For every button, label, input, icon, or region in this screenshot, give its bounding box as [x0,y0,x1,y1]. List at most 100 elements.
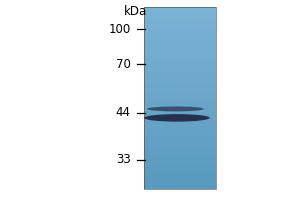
Bar [144,133,216,135]
Bar [144,141,216,142]
Bar [144,7,216,189]
Bar [144,128,216,130]
Bar [144,45,216,46]
Bar [144,60,216,61]
Bar [144,33,216,34]
Bar [144,19,216,20]
Bar [144,116,216,118]
Bar [144,162,216,163]
Bar [144,159,216,160]
Bar [144,68,216,69]
Text: 44: 44 [116,106,130,119]
Bar [144,25,216,26]
Bar [144,118,216,119]
Bar [144,139,216,141]
Text: 100: 100 [108,23,130,36]
Bar [144,127,216,128]
Bar [144,86,216,87]
Bar [144,153,216,154]
Bar [144,87,216,89]
Bar [144,154,216,156]
Bar [144,96,216,98]
Bar [144,122,216,124]
Bar [144,69,216,71]
Bar [144,83,216,84]
Bar [144,106,216,107]
Bar [144,165,216,167]
Bar [144,144,216,145]
Bar [144,74,216,75]
Bar [144,46,216,48]
Bar [144,8,216,10]
Bar [144,10,216,11]
Bar [144,132,216,133]
Text: 70: 70 [116,58,130,71]
Bar [144,124,216,125]
Bar [144,171,216,173]
Bar [144,136,216,138]
Bar [144,95,216,96]
Bar [144,58,216,60]
Bar [144,49,216,51]
Bar [144,103,216,104]
Text: kDa: kDa [123,5,147,18]
Bar [144,77,216,78]
Bar [144,7,216,8]
Bar [144,80,216,81]
Bar [144,179,216,180]
Bar [144,13,216,14]
Bar [144,20,216,22]
Bar [144,92,216,93]
Bar [144,112,216,113]
Bar [144,107,216,109]
Bar [144,22,216,23]
Bar [144,174,216,176]
Bar [144,43,216,45]
Bar [144,37,216,39]
Bar [144,72,216,74]
Bar [144,54,216,55]
Bar [144,145,216,147]
Ellipse shape [144,114,210,122]
Bar [144,39,216,40]
Bar [144,71,216,72]
Bar [144,170,216,171]
Bar [144,90,216,92]
Bar [144,75,216,77]
Bar [144,110,216,112]
Bar [144,61,216,63]
Bar [144,176,216,177]
Bar [144,31,216,33]
Bar [144,125,216,127]
Bar [144,28,216,29]
Bar [144,163,216,165]
Bar [144,188,216,189]
Ellipse shape [147,106,204,111]
Bar [144,16,216,17]
Bar [144,104,216,106]
Bar [144,150,216,151]
Bar [144,119,216,121]
Bar [144,26,216,28]
Bar [144,182,216,183]
Bar [144,157,216,159]
Bar [144,173,216,174]
Bar [144,142,216,144]
Bar [144,36,216,37]
Bar [144,100,216,101]
Bar [144,55,216,57]
Bar [144,11,216,13]
Bar [144,168,216,170]
Bar [144,84,216,86]
Bar [144,81,216,83]
Text: 33: 33 [116,153,130,166]
Bar [144,185,216,186]
Bar [144,167,216,168]
Bar [144,34,216,36]
Bar [144,98,216,100]
Bar [144,121,216,122]
Bar [144,48,216,49]
Bar [144,42,216,43]
Bar [144,138,216,139]
Bar [144,180,216,182]
